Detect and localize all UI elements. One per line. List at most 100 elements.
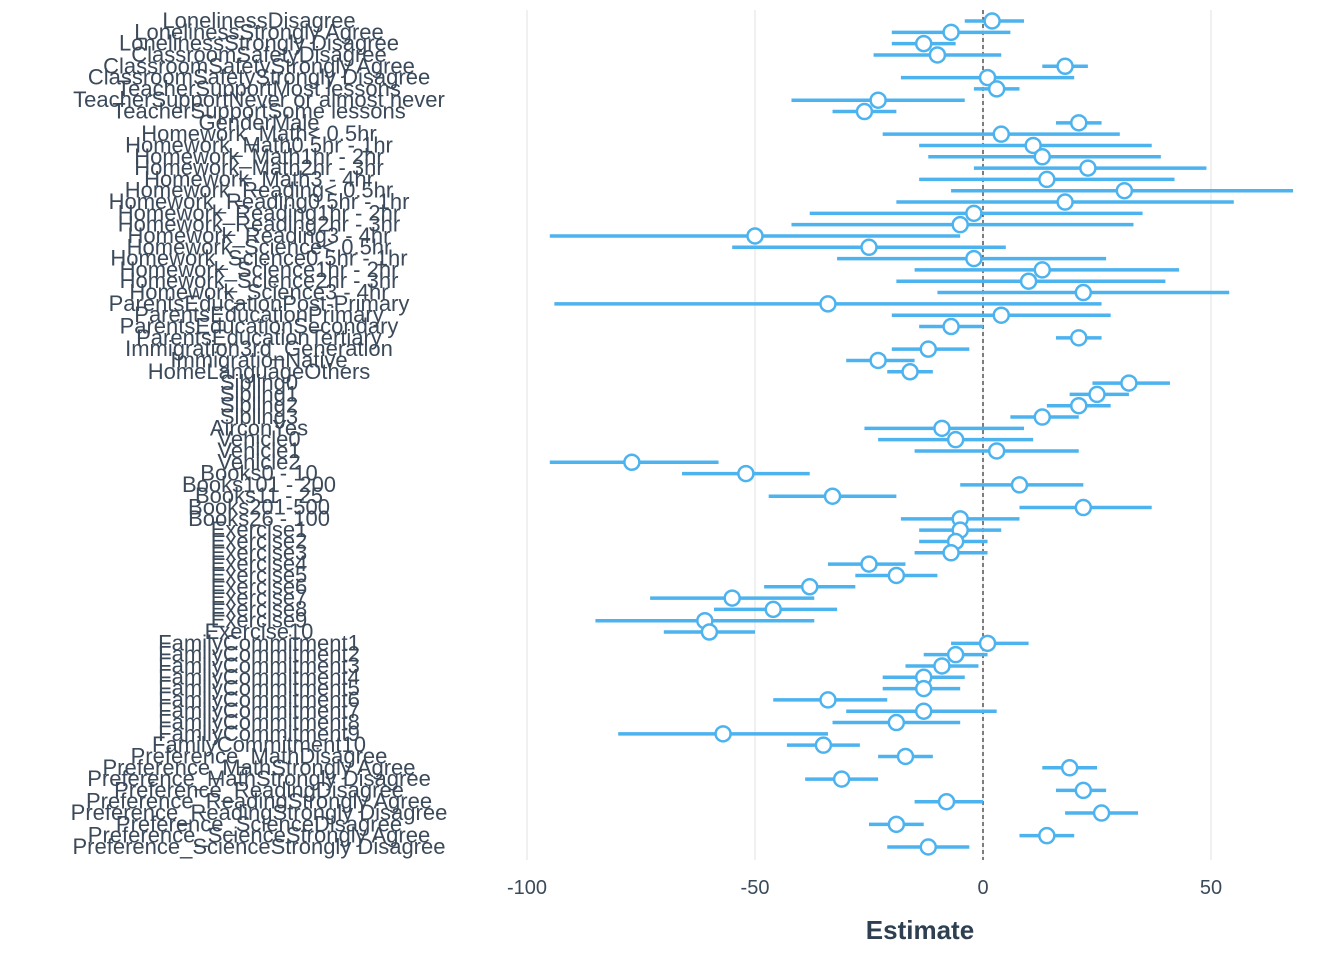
term-label-26: ParentsEducationPrimary xyxy=(134,302,383,327)
estimate-point-59 xyxy=(914,679,933,698)
estimate-points xyxy=(623,12,1138,856)
estimate-point-37 xyxy=(946,430,965,449)
estimate-point-8 xyxy=(855,102,874,121)
estimate-point-14 xyxy=(1038,170,1056,189)
estimate-point-41 xyxy=(1010,476,1029,494)
term-label-34: Sibling2 xyxy=(220,393,298,418)
term-label-1: LonelinessStrongly Agree xyxy=(134,19,384,44)
estimate-point-19 xyxy=(746,227,764,245)
term-label-15: Homework_Reading< 0.5hr xyxy=(125,178,393,203)
term-label-33: Sibling1 xyxy=(220,381,298,406)
term-label-2: LonelinessStrongly Disagree xyxy=(119,31,399,56)
estimate-point-12 xyxy=(1033,148,1052,166)
term-label-24: Homework_Science3 - 4hr xyxy=(129,280,388,305)
estimate-point-13 xyxy=(1079,159,1097,177)
estimate-point-29 xyxy=(919,340,938,358)
term-label-60: FamilyCommitment6 xyxy=(158,687,360,712)
estimate-point-20 xyxy=(860,238,878,257)
term-label-28: ParentsEducationTertiary xyxy=(136,325,382,350)
estimate-point-28 xyxy=(1070,329,1088,347)
term-label-21: Homework_Science0.5hr - 1hr xyxy=(110,246,407,271)
estimate-point-55 xyxy=(978,634,997,653)
estimate-point-5 xyxy=(978,68,997,87)
estimate-point-63 xyxy=(714,725,732,743)
term-label-29: Immigration3rd_Generation xyxy=(125,336,393,361)
term-label-64: FamilyCommitment10 xyxy=(152,732,366,757)
term-label-16: Homework_Reading0.5hr - 1hr xyxy=(109,189,410,214)
term-label-37: Vehicle0 xyxy=(217,427,300,452)
term-label-56: FamilyCommitment2 xyxy=(158,642,360,667)
x-axis-title: Estimate xyxy=(866,915,974,945)
term-label-0: LonelinessDisagree xyxy=(162,8,355,33)
term-label-63: FamilyCommitment9 xyxy=(158,721,360,746)
term-label-19: Homework_Reading3 - 4hr xyxy=(128,223,391,248)
estimate-point-54 xyxy=(700,623,719,641)
term-label-9: GenderMale xyxy=(198,110,319,135)
term-label-57: FamilyCommitment3 xyxy=(158,653,360,678)
term-label-44: Books26 - 100 xyxy=(188,506,330,531)
estimate-point-33 xyxy=(1088,385,1106,404)
estimate-point-51 xyxy=(723,589,741,607)
term-label-51: Exercise7 xyxy=(211,585,308,610)
estimate-point-32 xyxy=(1120,374,1138,392)
term-label-52: Exercise8 xyxy=(211,596,308,621)
estimate-point-3 xyxy=(928,46,947,64)
estimate-point-72 xyxy=(1038,826,1056,845)
estimate-point-69 xyxy=(937,792,956,811)
term-label-30: ImmigrationNative xyxy=(170,347,347,372)
term-label-53: Exercise9 xyxy=(211,608,308,633)
term-label-17: Homework_Reading1hr - 2hr xyxy=(118,200,400,225)
estimate-point-70 xyxy=(1092,804,1111,822)
estimate-point-52 xyxy=(764,600,782,619)
estimate-point-60 xyxy=(819,691,837,709)
estimate-point-71 xyxy=(887,815,906,834)
term-label-14: Homework_Math3 - 4hr xyxy=(144,166,374,191)
term-label-7: TeacherSupportNever or almost never xyxy=(73,87,445,112)
term-label-11: Homework_Math0.5hr - 1hr xyxy=(125,132,393,157)
estimate-point-1 xyxy=(942,23,960,42)
term-label-49: Exercise5 xyxy=(211,562,308,587)
term-label-10: Homework_Math< 0.5hr xyxy=(141,121,376,146)
term-label-69: Preference_ReadingStrongly Agree xyxy=(86,789,432,814)
term-label-61: FamilyCommitment7 xyxy=(158,698,360,723)
estimate-point-7 xyxy=(869,91,887,109)
term-label-5: ClassroomSafetyStrongly Disagree xyxy=(88,65,430,90)
estimate-point-56 xyxy=(946,645,965,664)
estimate-point-4 xyxy=(1056,57,1074,76)
estimate-point-36 xyxy=(933,419,951,438)
term-label-39: Vehicle2 xyxy=(217,449,300,474)
estimate-point-39 xyxy=(623,453,641,472)
x-tick-label-50: 50 xyxy=(1200,877,1222,899)
estimate-point-11 xyxy=(1024,136,1042,155)
estimate-point-73 xyxy=(919,838,938,856)
estimate-point-66 xyxy=(1060,759,1079,777)
term-label-48: Exercise4 xyxy=(211,551,308,576)
term-label-73: Preference_ScienceStrongly Disagree xyxy=(73,834,446,859)
estimate-point-26 xyxy=(992,306,1010,324)
term-label-36: AirconYes xyxy=(210,415,308,440)
term-label-8: TeacherSupportSome lessons xyxy=(112,99,406,124)
estimate-point-65 xyxy=(896,747,915,766)
term-label-12: Homework_Math1hr - 2hr xyxy=(134,144,383,169)
term-label-46: Exercise2 xyxy=(211,528,308,553)
estimate-point-16 xyxy=(1056,193,1074,211)
term-label-62: FamilyCommitment8 xyxy=(158,710,360,735)
term-label-68: Preference_ReadingDisagree xyxy=(114,777,404,802)
estimate-point-18 xyxy=(951,215,969,234)
term-label-72: Preference_ScienceStrongly Agree xyxy=(88,823,430,848)
estimate-point-15 xyxy=(1115,181,1134,200)
estimate-point-57 xyxy=(933,657,951,675)
estimate-point-40 xyxy=(737,464,755,483)
estimate-point-23 xyxy=(1019,272,1038,290)
term-label-70: Preference_ReadingStrongly Disagree xyxy=(71,800,448,825)
estimate-point-48 xyxy=(860,555,878,573)
estimate-point-30 xyxy=(869,351,887,370)
estimate-point-22 xyxy=(1033,261,1052,279)
term-label-32: Sibling0 xyxy=(220,370,298,395)
term-label-43: Books201-500 xyxy=(188,495,330,520)
term-label-42: Books11 - 25 xyxy=(195,483,323,508)
estimate-point-62 xyxy=(887,713,906,732)
term-label-45: Exercise1 xyxy=(211,517,308,542)
